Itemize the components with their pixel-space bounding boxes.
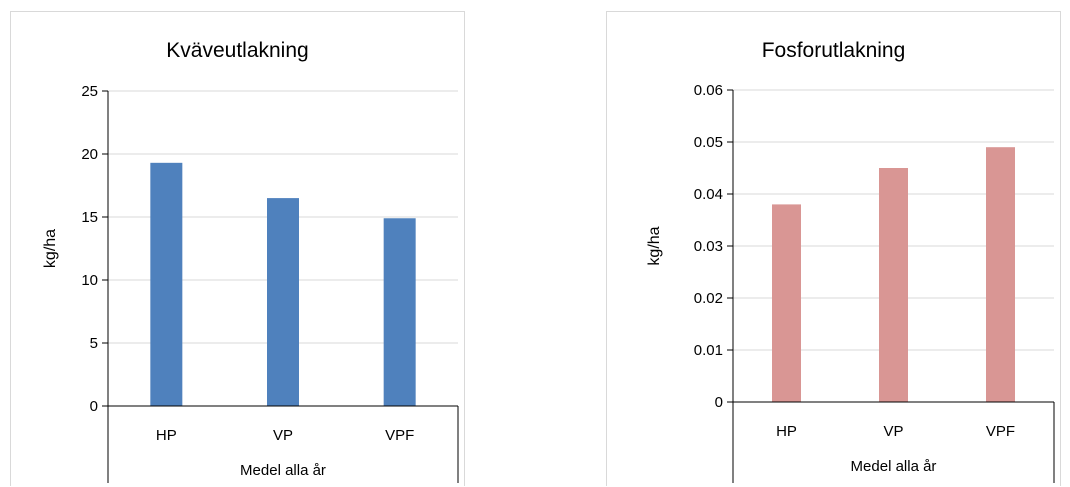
chart-title: Kväveutlakning: [166, 39, 308, 62]
bar-hp: [772, 204, 801, 402]
y-tick-label: 0.05: [694, 134, 723, 151]
y-axis-title: kg/ha: [42, 229, 59, 268]
y-tick-label: 10: [81, 272, 98, 289]
nitrogen-leaching-plot: Kväveutlakning 0 5 10 15 20 25 HP VP VPF Medel all…: [42, 39, 459, 483]
y-tick-label: 0.02: [694, 290, 723, 307]
category-label: HP: [776, 423, 797, 440]
y-tick-label: 0.06: [694, 82, 723, 99]
y-tick-label: 0.04: [694, 186, 723, 203]
y-tick-label: 20: [81, 146, 98, 163]
category-group-label: Medel alla år: [851, 458, 937, 475]
y-axis-title: kg/ha: [646, 226, 663, 265]
category-label: VPF: [385, 427, 414, 444]
category-group-label: Medel alla år: [240, 462, 326, 479]
bar-vpf: [383, 218, 416, 406]
nitrogen-leaching-chart: Kväveutlakning 0 5 10 15 20 25 HP VP VPF Medel all…: [10, 11, 465, 486]
bar-vp: [267, 198, 299, 406]
bar-vpf: [986, 147, 1015, 402]
category-label: VP: [883, 423, 903, 440]
category-label: HP: [156, 427, 177, 444]
y-tick-label: 0.01: [694, 342, 723, 359]
y-tick-label: 0.03: [694, 238, 723, 255]
bar-vp: [879, 168, 908, 402]
chart-title: Fosforutlakning: [762, 39, 906, 62]
phosphorus-leaching-chart: Fosforutlakning 0 0.01 0.02 0.03 0.04 0.05 0.06…: [606, 11, 1061, 486]
y-tick-label: 0: [90, 398, 98, 415]
y-tick-label: 25: [81, 83, 98, 100]
y-tick-label: 0: [715, 394, 723, 411]
category-label: VPF: [986, 423, 1015, 440]
bar-hp: [150, 162, 183, 406]
y-tick-label: 15: [81, 209, 98, 226]
y-tick-label: 5: [90, 335, 98, 352]
category-label: VP: [273, 427, 293, 444]
phosphorus-leaching-plot: Fosforutlakning 0 0.01 0.02 0.03 0.04 0.05 0.06…: [646, 39, 1055, 483]
